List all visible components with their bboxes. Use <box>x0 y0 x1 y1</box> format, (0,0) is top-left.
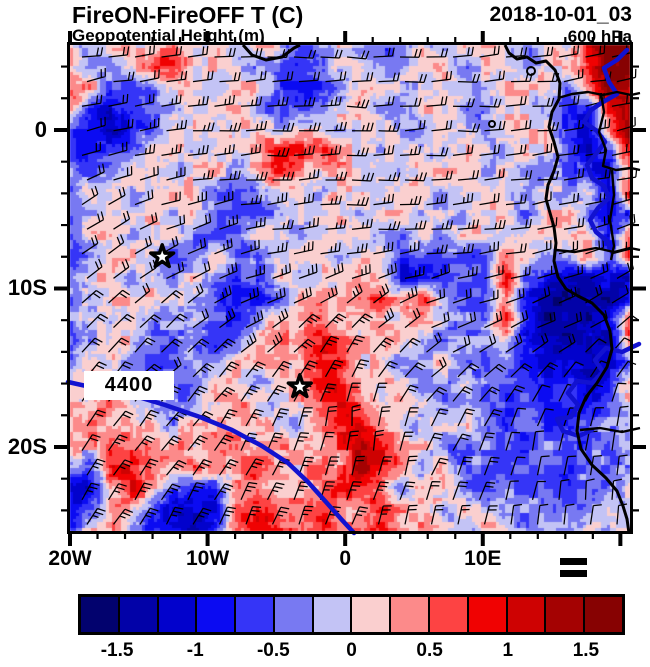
star-marker <box>286 373 313 399</box>
coastline <box>241 43 301 62</box>
wind-barbs <box>81 44 639 525</box>
colorbar-cell <box>583 597 622 632</box>
colorbar-cell <box>195 597 235 632</box>
colorbar-tick-label: 1 <box>502 640 514 661</box>
colorbar-tick-label: -0.5 <box>256 640 290 661</box>
x-axis-tick-label: 10E <box>464 547 502 570</box>
colorbar-cell <box>311 597 351 632</box>
colorbar-cell <box>389 597 429 632</box>
x-axis-tick-label: 10W <box>185 547 230 570</box>
colorbar-cell <box>156 597 196 632</box>
colorbar-cell <box>350 597 390 632</box>
geopotential-4400-contour <box>554 341 642 439</box>
colorbar-tick-label: 0 <box>346 640 357 661</box>
colorbar-cell <box>428 597 467 632</box>
colorbar <box>78 594 625 635</box>
colorbar-cell <box>234 597 273 632</box>
island-outline <box>526 66 536 76</box>
geopotential-4400-contour <box>581 47 630 255</box>
y-axis-tick-label: 0 <box>34 116 47 142</box>
colorbar-cell <box>466 597 506 632</box>
y-axis-tick-label: 20S <box>7 433 47 459</box>
colorbar-tick-label: 0.5 <box>416 640 443 661</box>
minor-ticks <box>61 37 639 539</box>
geopotential-contour-label: 4400 <box>84 371 174 400</box>
colorbar-tick-label: 1.5 <box>572 640 600 661</box>
colorbar-tick-label: -1 <box>186 640 204 661</box>
plot-frame <box>67 42 633 534</box>
island-outline <box>488 120 496 128</box>
colorbar-tick-label: -1.5 <box>100 640 134 661</box>
colorbar-cell <box>544 597 584 632</box>
star-marker <box>149 243 176 269</box>
x-axis-tick-label: 0 <box>339 547 352 570</box>
colorbar-cell <box>81 597 118 632</box>
y-axis-tick-label: 10S <box>7 275 47 301</box>
major-ticks <box>54 31 646 546</box>
reference-dash-mark <box>560 558 587 565</box>
reference-dash-mark <box>560 570 587 577</box>
country-border <box>597 92 641 172</box>
colorbar-cell <box>505 597 545 632</box>
colorbar-cell <box>272 597 312 632</box>
colorbar-cell <box>117 597 157 632</box>
x-axis-tick-label: 20W <box>48 547 92 570</box>
coastline <box>503 44 631 534</box>
